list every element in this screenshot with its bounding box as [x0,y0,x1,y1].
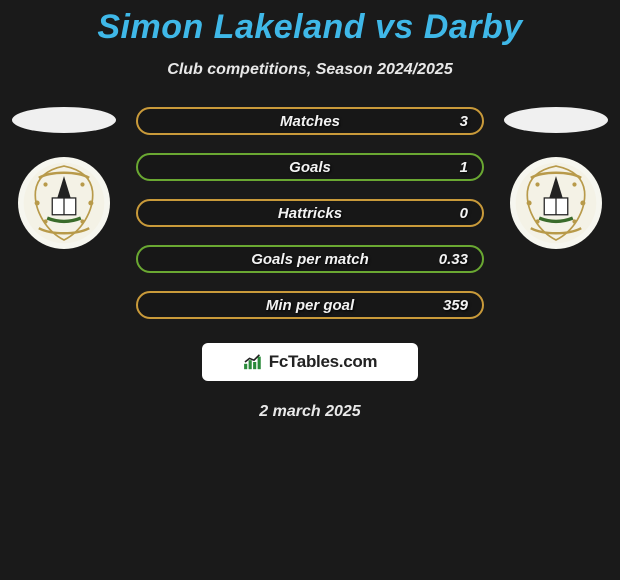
crest-icon [514,161,598,245]
stat-bar-min-per-goal: Min per goal 359 [136,291,484,319]
season-subtitle: Club competitions, Season 2024/2025 [0,61,620,79]
comparison-title: Simon Lakeland vs Darby [0,8,620,47]
stat-value: 0.33 [439,251,468,268]
stat-value: 0 [460,205,468,222]
right-side-column [500,107,612,249]
stat-bar-goals-per-match: Goals per match 0.33 [136,245,484,273]
stat-label: Min per goal [266,297,354,314]
stats-column: Matches 3 Goals 1 Hattricks 0 Goals per … [130,107,490,319]
right-placeholder-ellipse [504,107,608,133]
left-side-column [8,107,120,249]
stat-label: Matches [280,113,340,130]
stat-value: 359 [443,297,468,314]
stat-value: 3 [460,113,468,130]
stat-bar-hattricks: Hattricks 0 [136,199,484,227]
left-placeholder-ellipse [12,107,116,133]
left-club-crest [18,157,110,249]
stat-bar-matches: Matches 3 [136,107,484,135]
stat-label: Goals per match [251,251,369,268]
crest-icon [22,161,106,245]
logo-text: FcTables.com [269,352,378,372]
stat-bar-goals: Goals 1 [136,153,484,181]
stat-label: Hattricks [278,205,342,222]
fctables-logo: FcTables.com [202,343,418,381]
stat-label: Goals [289,159,331,176]
stats-card: Simon Lakeland vs Darby Club competition… [0,0,620,421]
footer-date: 2 march 2025 [0,403,620,421]
bar-chart-icon [243,353,265,371]
main-row: Matches 3 Goals 1 Hattricks 0 Goals per … [0,107,620,319]
stat-value: 1 [460,159,468,176]
right-club-crest [510,157,602,249]
